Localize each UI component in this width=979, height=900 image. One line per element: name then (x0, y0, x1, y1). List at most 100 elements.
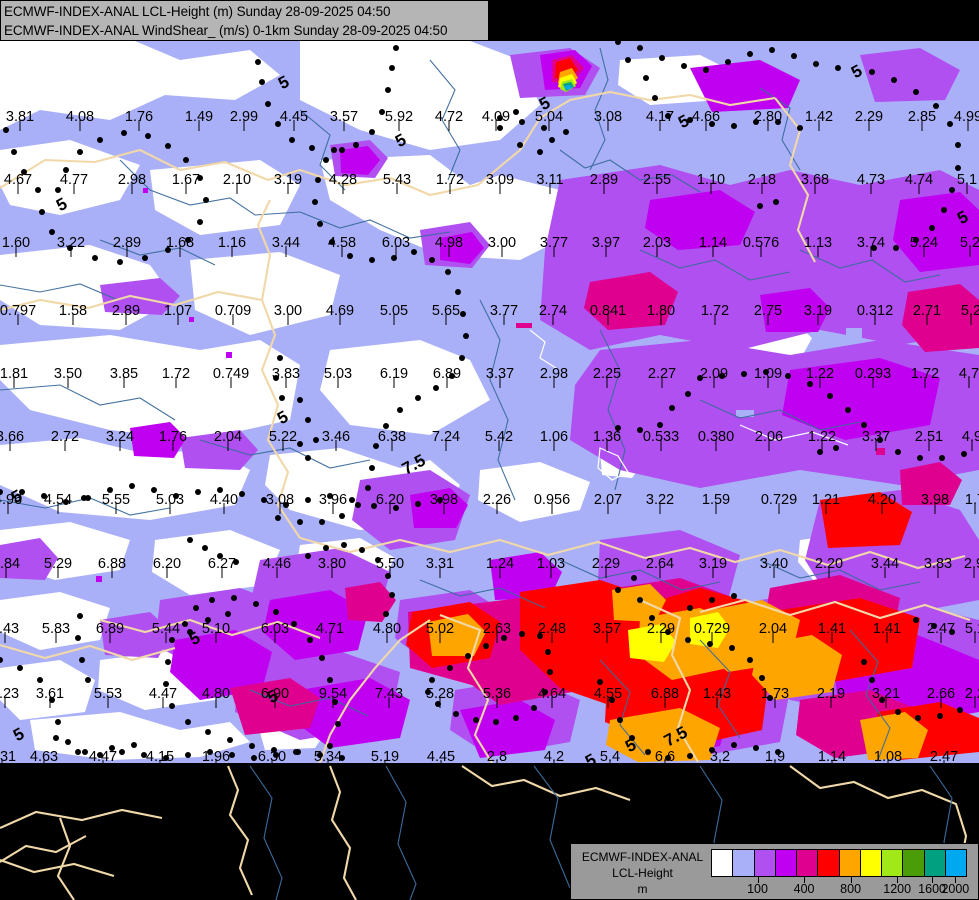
wind-shear-value: 1.68 (165, 234, 195, 251)
wind-shear-value: 4.23 (0, 685, 20, 702)
wind-shear-value: 5.1 (956, 171, 978, 188)
wind-shear-value: 6.30 (257, 748, 287, 765)
wind-shear-value: 5.4 (599, 748, 621, 765)
grid-point-tick (236, 183, 238, 194)
grid-point-tick (448, 246, 450, 257)
wind-shear-value: 4.77 (59, 171, 89, 188)
title-line-wind-shear: ECMWF-INDEX-ANAL WindShear_ (m/s) 0-1km … (4, 23, 448, 38)
grid-point-tick (391, 440, 393, 451)
grid-point-tick (271, 760, 273, 771)
wind-shear-value: 1.7 (964, 491, 979, 508)
grid-point-tick (711, 632, 713, 643)
grid-point-tick (4, 632, 6, 643)
grid-point-tick (875, 440, 877, 451)
grid-point-tick (774, 760, 776, 771)
wind-shear-value: 1.72 (700, 302, 730, 319)
grid-point-tick (293, 120, 295, 131)
legend-unit: m (637, 882, 648, 896)
grid-point-tick (603, 183, 605, 194)
wind-shear-value: 6.89 (432, 365, 462, 382)
wind-shear-value: 4.7 (958, 365, 979, 382)
grid-point-tick (831, 632, 833, 643)
wind-shear-value: 3.2 (709, 748, 731, 765)
wind-shear-value: 1.03 (536, 555, 566, 572)
grid-point-tick (830, 697, 832, 708)
grid-point-tick (341, 246, 343, 257)
wind-shear-value: 5.50 (375, 555, 405, 572)
wind-shear-value: 1.9 (764, 748, 786, 765)
wind-shear-value: 3.97 (591, 234, 621, 251)
legend-swatch-11 (945, 850, 966, 876)
grid-point-tick (287, 314, 289, 325)
wind-shear-value: 4.45 (426, 748, 456, 765)
grid-point-tick (868, 120, 870, 131)
wind-shear-value: 2.29 (591, 555, 621, 572)
grid-point-tick (969, 246, 971, 257)
wind-shear-value: 4.9 (961, 428, 979, 445)
grid-point-tick (279, 503, 281, 514)
wind-shear-value: 3.46 (321, 428, 351, 445)
wind-shear-value: 4.08 (65, 108, 95, 125)
grid-point-tick (971, 440, 973, 451)
grid-point-tick (884, 567, 886, 578)
grid-point-tick (885, 697, 887, 708)
grid-point-tick (553, 760, 555, 771)
grid-point-tick (819, 377, 821, 388)
grid-point-tick (553, 377, 555, 388)
wind-shear-value: 4.17 (645, 108, 675, 125)
wind-shear-value: 4.72 (434, 108, 464, 125)
wind-shear-value: 1.58 (58, 302, 88, 319)
wind-shear-value: 2.09 (699, 365, 729, 382)
wind-shear-value: 0.312 (856, 302, 894, 319)
grid-point-tick (115, 503, 117, 514)
grid-point-tick (243, 120, 245, 131)
grid-point-tick (817, 246, 819, 257)
grid-point-tick (19, 120, 21, 131)
grid-point-tick (656, 246, 658, 257)
wind-shear-value: 2.72 (50, 428, 80, 445)
wind-shear-value: 2.8 (486, 748, 508, 765)
grid-point-tick (923, 246, 925, 257)
grid-point-tick (974, 632, 976, 643)
grid-point-tick (551, 632, 553, 643)
grid-point-tick (439, 697, 441, 708)
grid-point-tick (72, 314, 74, 325)
grid-point-tick (285, 377, 287, 388)
grid-point-tick (13, 377, 15, 388)
grid-point-tick (172, 440, 174, 451)
grid-point-tick (79, 120, 81, 131)
wind-shear-value: 5.65 (431, 302, 461, 319)
wind-shear-value: 5.34 (313, 748, 343, 765)
grid-point-tick (660, 314, 662, 325)
legend-color-bar[interactable] (711, 849, 967, 877)
grid-point-tick (705, 120, 707, 131)
wind-shear-value: 6.27 (207, 555, 237, 572)
grid-point-tick (918, 183, 920, 194)
wind-shear-value: 5.19 (370, 748, 400, 765)
grid-point-tick (107, 697, 109, 708)
grid-point-tick (499, 567, 501, 578)
wind-shear-value: 3.22 (56, 234, 86, 251)
grid-point-tick (393, 314, 395, 325)
wind-shear-value: 1.42 (804, 108, 834, 125)
grid-point-tick (439, 632, 441, 643)
grid-point-tick (974, 503, 976, 514)
wind-shear-value: 3.96 (318, 491, 348, 508)
grid-point-tick (125, 314, 127, 325)
wind-shear-value: 1.72 (435, 171, 465, 188)
grid-point-tick (831, 760, 833, 771)
legend-swatch-1 (733, 850, 755, 876)
grid-point-tick (552, 314, 554, 325)
wind-shear-value: 7.43 (374, 685, 404, 702)
grid-point-tick (285, 246, 287, 257)
color-legend[interactable]: ECMWF-INDEX-ANAL LCL-Height m 100 400 800 1… (570, 843, 979, 900)
wind-shear-value: 0.576 (742, 234, 780, 251)
grid-point-tick (337, 377, 339, 388)
grid-point-tick (714, 314, 716, 325)
grid-point-tick (968, 377, 970, 388)
grid-point-tick (5, 567, 7, 578)
wind-shear-value: 3.68 (800, 171, 830, 188)
wind-shear-value: 6.20 (375, 491, 405, 508)
grid-point-tick (498, 440, 500, 451)
